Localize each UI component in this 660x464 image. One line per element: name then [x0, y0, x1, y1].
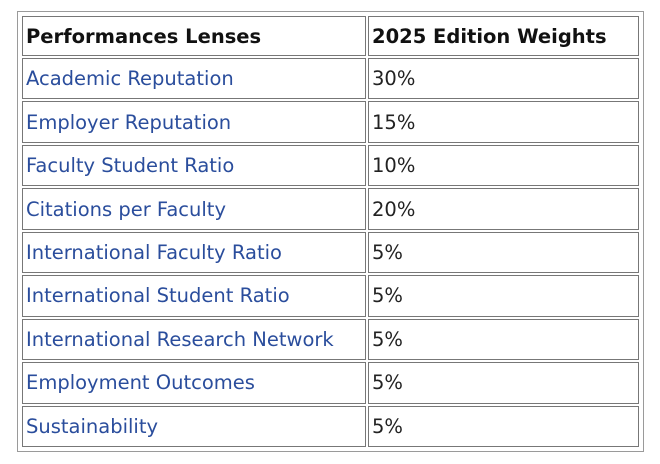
weight-value: 5% — [368, 231, 639, 274]
weight-value: 5% — [368, 275, 639, 317]
weights-table-container: Performances Lenses 2025 Edition Weights… — [17, 11, 644, 452]
weight-value: 10% — [368, 144, 639, 187]
weight-value: 30% — [368, 58, 639, 100]
weight-value: 20% — [368, 188, 639, 230]
weight-value: 5% — [368, 362, 639, 404]
lens-link[interactable]: Employer Reputation — [22, 101, 366, 143]
lens-link[interactable]: International Student Ratio — [22, 275, 366, 317]
table-row: Faculty Student Ratio 10% — [22, 144, 639, 187]
weight-value: 5% — [368, 405, 639, 447]
lens-link[interactable]: Employment Outcomes — [22, 362, 366, 404]
lens-link[interactable]: International Research Network — [22, 318, 366, 361]
table-header-row: Performances Lenses 2025 Edition Weights — [22, 16, 639, 56]
weight-value: 5% — [368, 318, 639, 361]
table-row: Employment Outcomes 5% — [22, 362, 639, 404]
lens-link[interactable]: Academic Reputation — [22, 58, 366, 100]
table-row: International Research Network 5% — [22, 318, 639, 361]
weight-value: 15% — [368, 101, 639, 143]
table-row: Sustainability 5% — [22, 405, 639, 447]
table-row: Employer Reputation 15% — [22, 101, 639, 143]
table-row: International Faculty Ratio 5% — [22, 231, 639, 274]
lens-link[interactable]: International Faculty Ratio — [22, 231, 366, 274]
weights-table: Performances Lenses 2025 Edition Weights… — [20, 14, 641, 449]
table-row: Citations per Faculty 20% — [22, 188, 639, 230]
lens-link[interactable]: Citations per Faculty — [22, 188, 366, 230]
header-edition-weights: 2025 Edition Weights — [368, 16, 639, 56]
lens-link[interactable]: Faculty Student Ratio — [22, 144, 366, 187]
header-performance-lenses: Performances Lenses — [22, 16, 366, 56]
table-row: Academic Reputation 30% — [22, 58, 639, 100]
table-row: International Student Ratio 5% — [22, 275, 639, 317]
lens-link[interactable]: Sustainability — [22, 405, 366, 447]
